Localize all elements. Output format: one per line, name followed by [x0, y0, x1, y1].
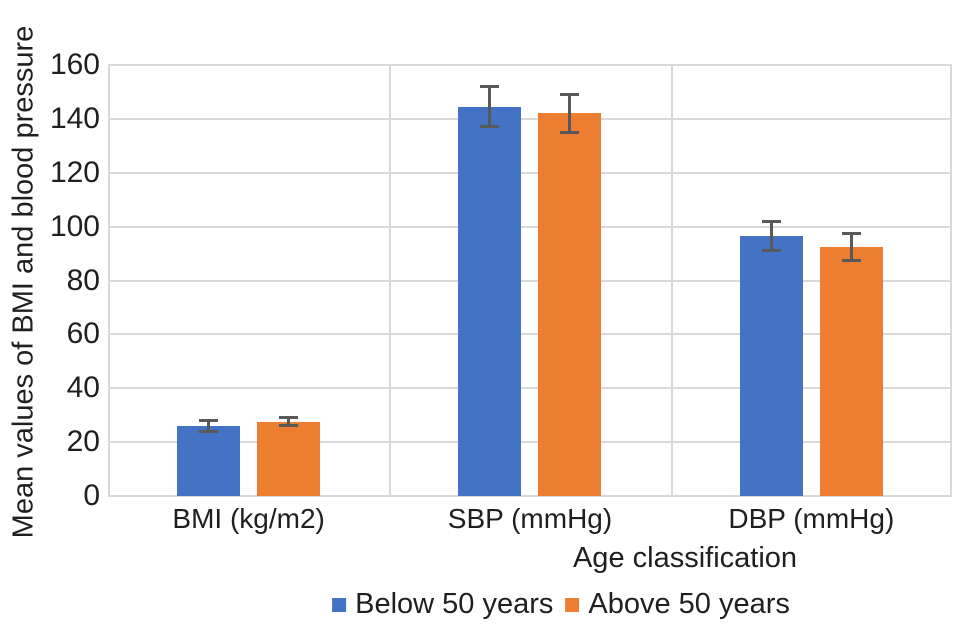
h-gridline	[108, 279, 952, 282]
legend-label-below-50: Below 50 years	[355, 588, 554, 620]
h-gridline	[108, 333, 952, 336]
v-gridline	[670, 65, 673, 496]
error-bar-cap	[480, 125, 500, 129]
bar	[257, 421, 320, 496]
error-bar	[207, 420, 210, 432]
legend-swatch-below-50-icon	[332, 597, 347, 612]
h-gridline	[108, 225, 952, 228]
h-gridline	[108, 387, 952, 390]
error-bar	[287, 417, 290, 426]
bar	[739, 236, 803, 496]
y-tick-label: 160	[49, 48, 100, 81]
x-category-label: DBP (mmHg)	[728, 503, 895, 534]
error-bar-cap	[480, 85, 500, 89]
y-tick-label: 140	[49, 101, 100, 135]
error-bar-cap	[560, 130, 580, 134]
y-tick-label: 80	[66, 263, 100, 297]
legend-swatch-above-50-icon	[565, 597, 580, 612]
bar	[458, 106, 522, 496]
h-gridline	[108, 441, 952, 444]
h-gridline	[108, 64, 952, 66]
legend-item-above-50: Above 50 years	[565, 588, 790, 621]
error-bar-cap	[761, 219, 781, 223]
y-tick-label: 40	[66, 371, 100, 405]
legend-item-below-50: Below 50 years	[332, 588, 553, 621]
bar	[819, 246, 883, 496]
y-tick-label: 0	[83, 479, 100, 512]
v-gridline	[389, 65, 392, 496]
error-bar-cap	[199, 429, 218, 433]
error-bar-cap	[761, 249, 781, 253]
h-gridline	[108, 117, 952, 120]
h-gridline	[108, 495, 952, 497]
y-tick-label: 120	[49, 155, 100, 189]
y-tick-label: 60	[66, 317, 100, 351]
error-bar	[769, 221, 773, 251]
error-bar-cap	[279, 424, 298, 428]
v-gridline	[108, 65, 110, 496]
plot-area	[108, 64, 952, 497]
x-axis-title: Age classification	[572, 542, 798, 574]
error-bar-cap	[560, 93, 580, 97]
legend: Below 50 years Above 50 years	[332, 588, 790, 621]
error-bar	[488, 86, 492, 127]
error-bar-cap	[841, 258, 861, 262]
error-bar-cap	[279, 416, 298, 420]
error-bar-cap	[841, 231, 861, 235]
y-tick-label: 100	[49, 209, 100, 243]
h-gridline	[108, 171, 952, 174]
x-category-label: BMI (kg/m2)	[172, 503, 325, 534]
bar	[177, 425, 240, 496]
error-bar	[849, 233, 853, 261]
error-bar-cap	[199, 419, 218, 423]
y-tick-label: 20	[66, 425, 100, 459]
legend-label-above-50: Above 50 years	[588, 588, 790, 620]
bar	[538, 113, 602, 496]
x-category-label: SBP (mmHg)	[447, 503, 613, 534]
error-bar	[568, 94, 572, 133]
v-gridline	[950, 65, 952, 496]
